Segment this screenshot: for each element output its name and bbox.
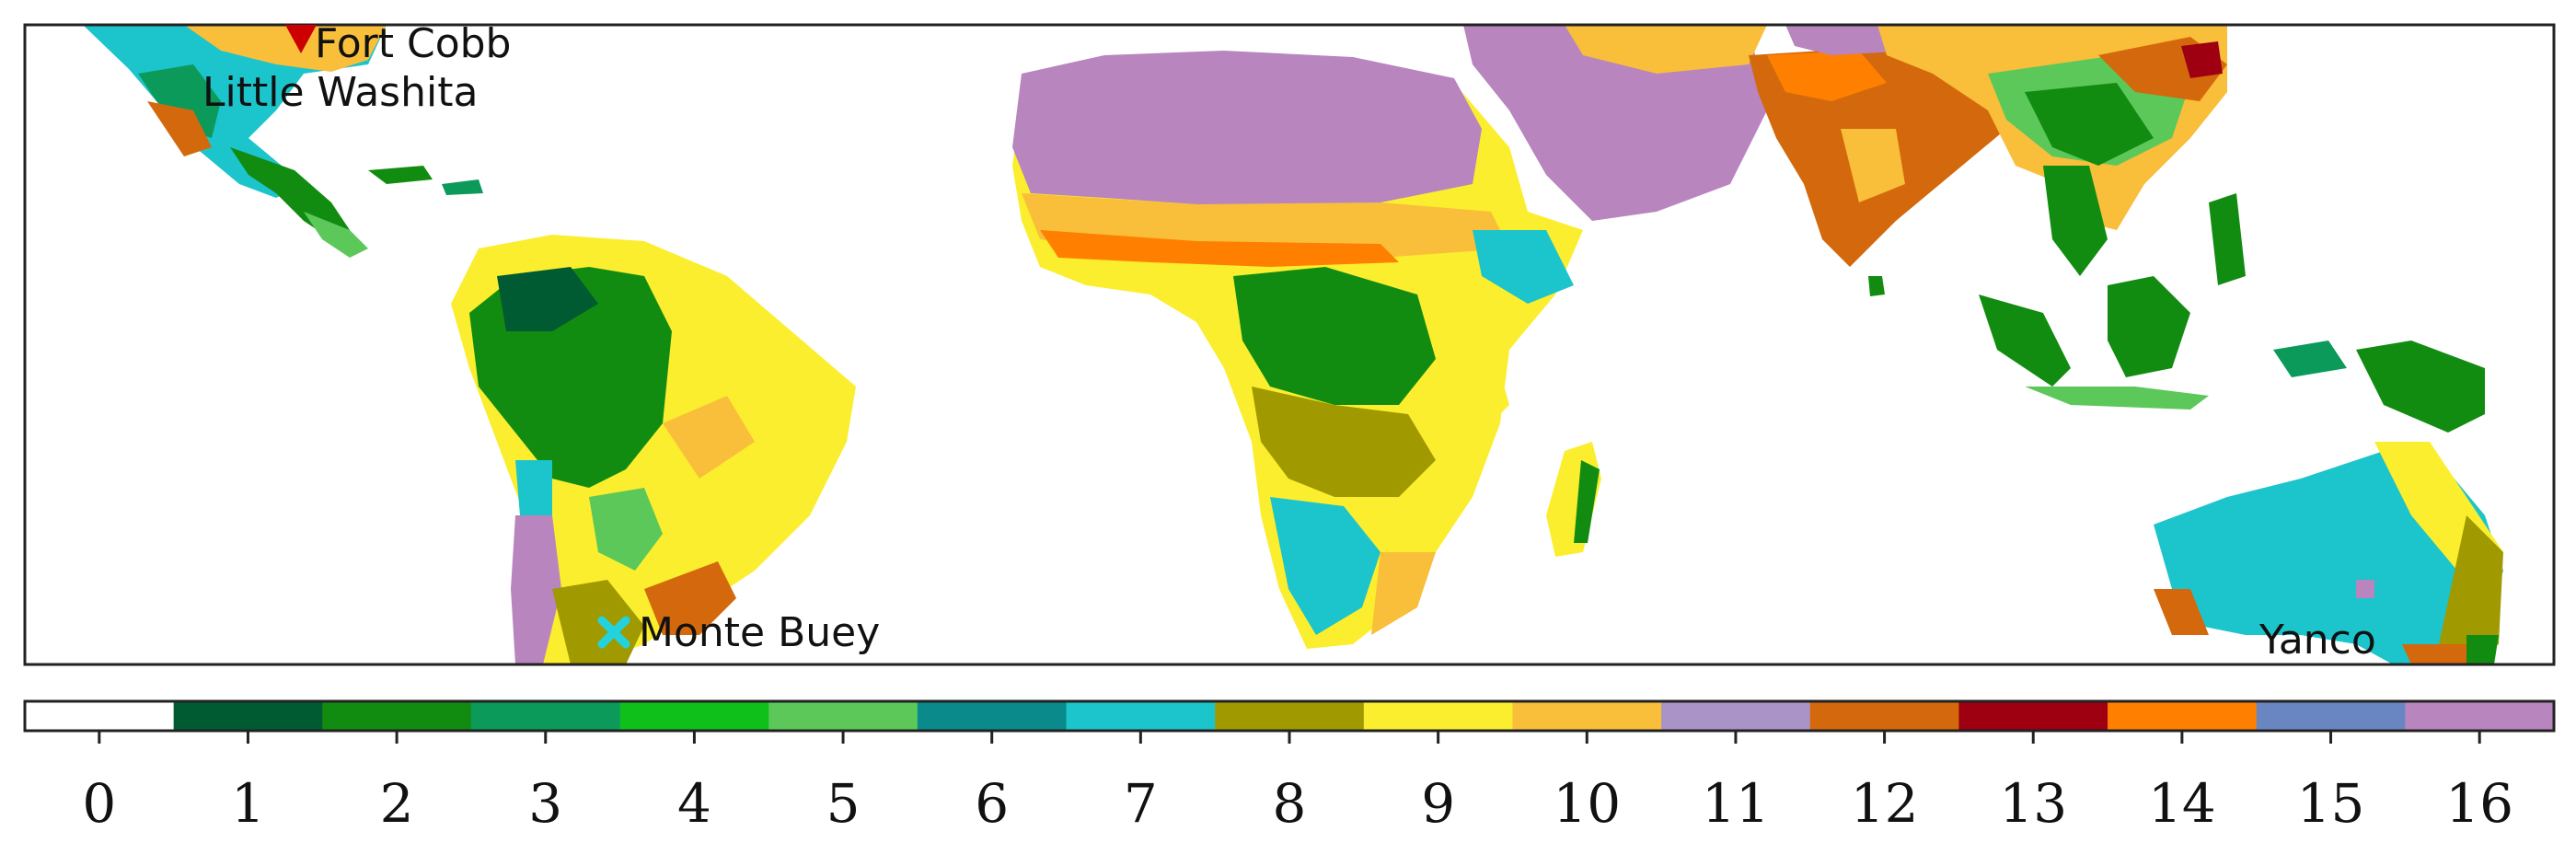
colorbar-segment-3 bbox=[470, 701, 621, 731]
colorbar-tick-label-0: 0 bbox=[82, 772, 116, 835]
madagascar-land bbox=[1546, 442, 1601, 557]
colorbar-tick-label-10: 10 bbox=[1553, 772, 1621, 835]
colorbar: 0 1 2 3 4 5 6 7 8 9 10 11 12 13 14 15 16 bbox=[23, 699, 2556, 835]
colorbar-segment-6 bbox=[917, 701, 1068, 731]
east-asia-land bbox=[1877, 25, 2227, 276]
colorbar-tick-label-8: 8 bbox=[1273, 772, 1307, 835]
colorbar-tick-label-16: 16 bbox=[2445, 772, 2513, 835]
colorbar-tick-label-4: 4 bbox=[677, 772, 711, 835]
monte-buey-marker bbox=[597, 616, 630, 649]
site-label-yanco: Yanco bbox=[2258, 617, 2376, 664]
site-label-monte-buey: Monte Buey bbox=[639, 609, 880, 656]
colorbar-segment-0 bbox=[25, 701, 175, 731]
map-frame bbox=[23, 23, 2556, 666]
colorbar-tick-label-2: 2 bbox=[380, 772, 414, 835]
caribbean-islands bbox=[368, 166, 483, 195]
sri-lanka-land bbox=[1868, 276, 1885, 296]
colorbar-tick-label-15: 15 bbox=[2297, 772, 2365, 835]
colorbar-segment-7 bbox=[1066, 701, 1216, 731]
colorbar-ticks: 0 1 2 3 4 5 6 7 8 9 10 11 12 13 14 15 16 bbox=[82, 731, 2513, 835]
colorbar-tick-label-7: 7 bbox=[1124, 772, 1158, 835]
north-america-land bbox=[83, 25, 387, 258]
colorbar-segment-15 bbox=[2256, 701, 2406, 731]
colorbar-tick-label-3: 3 bbox=[528, 772, 562, 835]
colorbar-segment-11 bbox=[1661, 701, 1811, 731]
australia-land bbox=[2154, 442, 2503, 664]
colorbar-tick-label-5: 5 bbox=[826, 772, 861, 835]
colorbar-tick-label-13: 13 bbox=[1999, 772, 2067, 835]
colorbar-segment-10 bbox=[1512, 701, 1662, 731]
colorbar-segment-13 bbox=[1958, 701, 2108, 731]
site-label-fort-cobb: Fort Cobb bbox=[315, 20, 512, 67]
colorbar-segment-4 bbox=[619, 701, 769, 731]
maritime-asia-land bbox=[1979, 193, 2485, 433]
colorbar-tick-label-11: 11 bbox=[1702, 772, 1770, 835]
map-panel bbox=[23, 23, 2556, 666]
colorbar-tick-label-1: 1 bbox=[231, 772, 265, 835]
colorbar-segment-12 bbox=[1809, 701, 1959, 731]
africa-land bbox=[1012, 51, 1583, 649]
colorbar-tick-label-14: 14 bbox=[2148, 772, 2216, 835]
colorbar-segment-2 bbox=[322, 701, 472, 731]
land-masses bbox=[83, 25, 2503, 664]
colorbar-segment-8 bbox=[1215, 701, 1365, 731]
colorbar-tick-label-6: 6 bbox=[975, 772, 1009, 835]
colorbar-tick-label-12: 12 bbox=[1851, 772, 1919, 835]
fort-cobb-marker bbox=[285, 25, 317, 53]
colorbar-segment-1 bbox=[173, 701, 323, 731]
site-label-little-washita: Little Washita bbox=[202, 69, 478, 116]
site-annotations: Fort Cobb Little Washita Monte Buey Yanc… bbox=[202, 20, 2376, 664]
colorbar-segment-14 bbox=[2108, 701, 2258, 731]
colorbar-segments bbox=[25, 701, 2555, 731]
colorbar-segment-5 bbox=[768, 701, 918, 731]
colorbar-segment-16 bbox=[2405, 701, 2555, 731]
colorbar-segment-9 bbox=[1363, 701, 1513, 731]
colorbar-tick-label-9: 9 bbox=[1421, 772, 1455, 835]
arabia-land bbox=[1463, 25, 1767, 221]
